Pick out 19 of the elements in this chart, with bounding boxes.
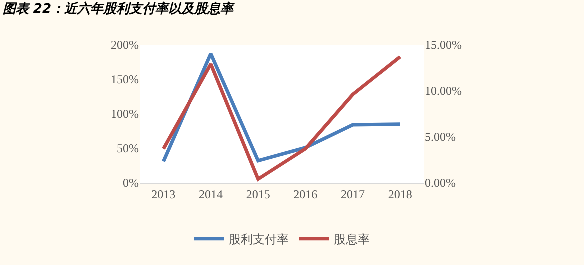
x-tick-label: 2013 xyxy=(152,187,176,202)
line-series xyxy=(162,55,402,182)
x-tick-label: 2018 xyxy=(388,187,412,202)
x-tick-label: 2017 xyxy=(341,187,365,202)
y-tick-label: 150% xyxy=(111,72,139,87)
y2-tick-label: 5.00% xyxy=(425,130,456,144)
y2-tick-label: 15.00% xyxy=(425,38,462,52)
x-tick-label: 2015 xyxy=(246,187,270,202)
legend-label: 股利支付率 xyxy=(229,232,289,247)
y-tick-label: 200% xyxy=(111,38,139,52)
legend-label: 股息率 xyxy=(334,232,370,247)
y-tick-label: 0% xyxy=(123,176,139,190)
y2-tick-label: 10.00% xyxy=(425,84,462,98)
y2-tick-label: 0.00% xyxy=(425,176,456,190)
x-tick-label: 2014 xyxy=(199,187,223,202)
x-tick-label: 2016 xyxy=(294,187,318,202)
chart-title: 图表 22：近六年股利支付率以及股息率 xyxy=(2,1,236,18)
y-tick-label: 100% xyxy=(111,107,139,122)
y-tick-label: 50% xyxy=(117,142,139,156)
